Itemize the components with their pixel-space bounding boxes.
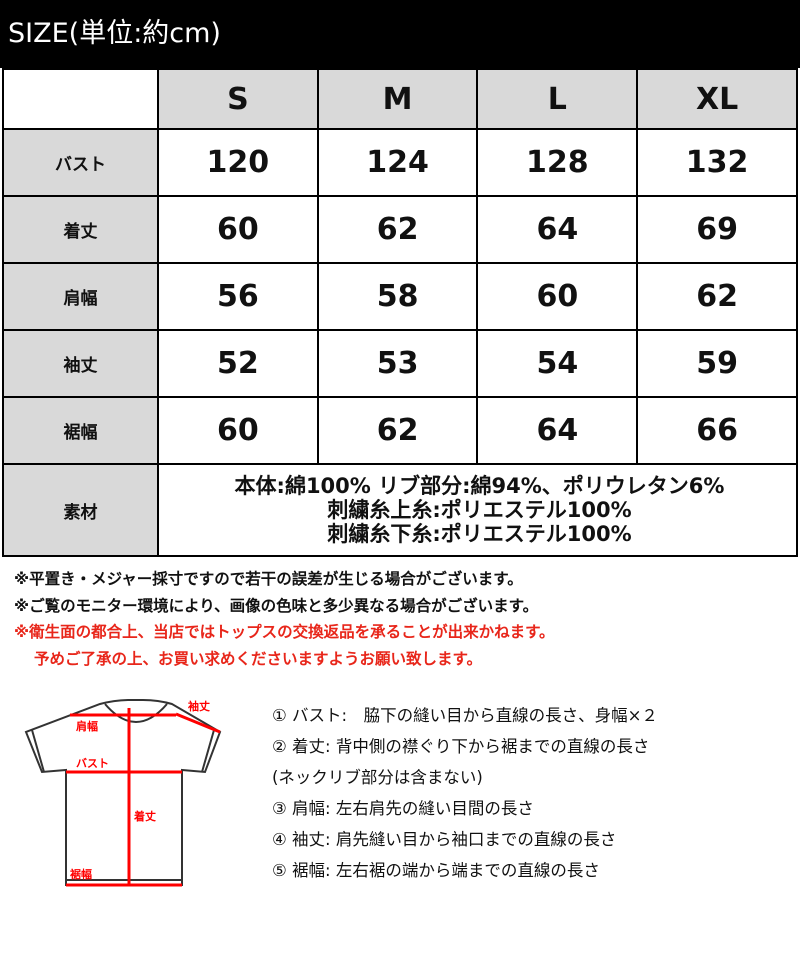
cell: 64 — [476, 396, 639, 465]
material-cell: 本体:綿100% リブ部分:綿94%、ポリウレタン6% 刺繍糸上糸:ポリエステル… — [157, 463, 798, 557]
corner-cell — [2, 68, 159, 130]
notes: ※平置き・メジャー採寸ですので若干の誤差が生じる場合がございます。 ※ご覧のモニ… — [14, 566, 555, 672]
label-sleeve: 袖丈 — [188, 699, 210, 713]
cell: 120 — [157, 128, 319, 197]
label-bust: バスト — [76, 757, 109, 770]
row-label: 袖丈 — [2, 329, 159, 398]
page-title: SIZE(単位:約cm) — [0, 0, 800, 68]
cell: 62 — [316, 195, 479, 264]
cell: 69 — [636, 195, 798, 264]
cell: 59 — [636, 329, 798, 398]
red-note: ※衛生面の都合上、当店ではトップスの交換返品を承ることが出来かねます。 — [14, 623, 555, 641]
cell: 128 — [476, 128, 639, 197]
tshirt-diagram: 肩幅 袖丈 バスト 着丈 裾幅 — [24, 699, 222, 887]
table-row: 裾幅 60 62 64 66 — [2, 396, 798, 465]
material-line: 刺繍糸上糸:ポリエステル100% — [327, 498, 632, 522]
measurement-legend: ① バスト: 脇下の縫い目から直線の長さ、身幅×２ ② 着丈: 背中側の襟ぐり下… — [272, 700, 658, 886]
row-label: 着丈 — [2, 195, 159, 264]
cell: 60 — [157, 396, 319, 465]
material-row: 素材 本体:綿100% リブ部分:綿94%、ポリウレタン6% 刺繍糸上糸:ポリエ… — [2, 463, 798, 557]
cell: 62 — [316, 396, 479, 465]
cell: 64 — [476, 195, 639, 264]
row-label: バスト — [2, 128, 159, 197]
label-length: 着丈 — [133, 809, 156, 823]
table-row: 着丈 60 62 64 69 — [2, 195, 798, 264]
cell: 132 — [636, 128, 798, 197]
note: ※ご覧のモニター環境により、画像の色味と多少異なる場合がございます。 — [14, 596, 539, 615]
legend-item: ④ 袖丈: 肩先縫い目から袖口までの直線の長さ — [272, 830, 617, 849]
table-row: 肩幅 56 58 60 62 — [2, 262, 798, 331]
cell: 56 — [157, 262, 319, 331]
size-table: S M L XL バスト 120 124 128 132 着丈 60 62 64 69 肩幅 56… — [2, 68, 798, 557]
row-label: 素材 — [2, 463, 159, 557]
legend-item: ③ 肩幅: 左右肩先の縫い目間の長さ — [272, 799, 534, 818]
red-note: 予めご了承の上、お買い求めくださいますようお願い致します。 — [34, 649, 482, 668]
cell: 62 — [636, 262, 798, 331]
legend-item: ② 着丈: 背中側の襟ぐり下から裾までの直線の長さ — [272, 737, 650, 756]
legend-item: ⑤ 裾幅: 左右裾の端から端までの直線の長さ — [272, 861, 600, 880]
header-row: S M L XL — [2, 68, 798, 130]
cell: 52 — [157, 329, 319, 398]
col-header: S — [157, 68, 319, 130]
cell: 53 — [316, 329, 479, 398]
material-line: 本体:綿100% リブ部分:綿94%、ポリウレタン6% — [234, 474, 725, 498]
row-label: 裾幅 — [2, 396, 159, 465]
label-hem: 裾幅 — [70, 867, 92, 881]
legend-item: (ネックリブ部分は含まない) — [272, 768, 483, 787]
measure-lines — [66, 708, 221, 887]
col-header: L — [476, 68, 639, 130]
table-row: 袖丈 52 53 54 59 — [2, 329, 798, 398]
cell: 66 — [636, 396, 798, 465]
cell: 124 — [316, 128, 479, 197]
col-header: M — [316, 68, 479, 130]
label-shoulder: 肩幅 — [76, 719, 98, 733]
tshirt-outline — [24, 699, 222, 886]
cell: 58 — [316, 262, 479, 331]
legend-item: ① バスト: 脇下の縫い目から直線の長さ、身幅×２ — [272, 706, 658, 725]
row-label: 肩幅 — [2, 262, 159, 331]
cell: 60 — [157, 195, 319, 264]
col-header: XL — [636, 68, 798, 130]
note: ※平置き・メジャー採寸ですので若干の誤差が生じる場合がございます。 — [14, 570, 523, 588]
cell: 60 — [476, 262, 639, 331]
material-line: 刺繍糸下糸:ポリエステル100% — [327, 522, 632, 546]
table-row: バスト 120 124 128 132 — [2, 128, 798, 197]
cell: 54 — [476, 329, 639, 398]
